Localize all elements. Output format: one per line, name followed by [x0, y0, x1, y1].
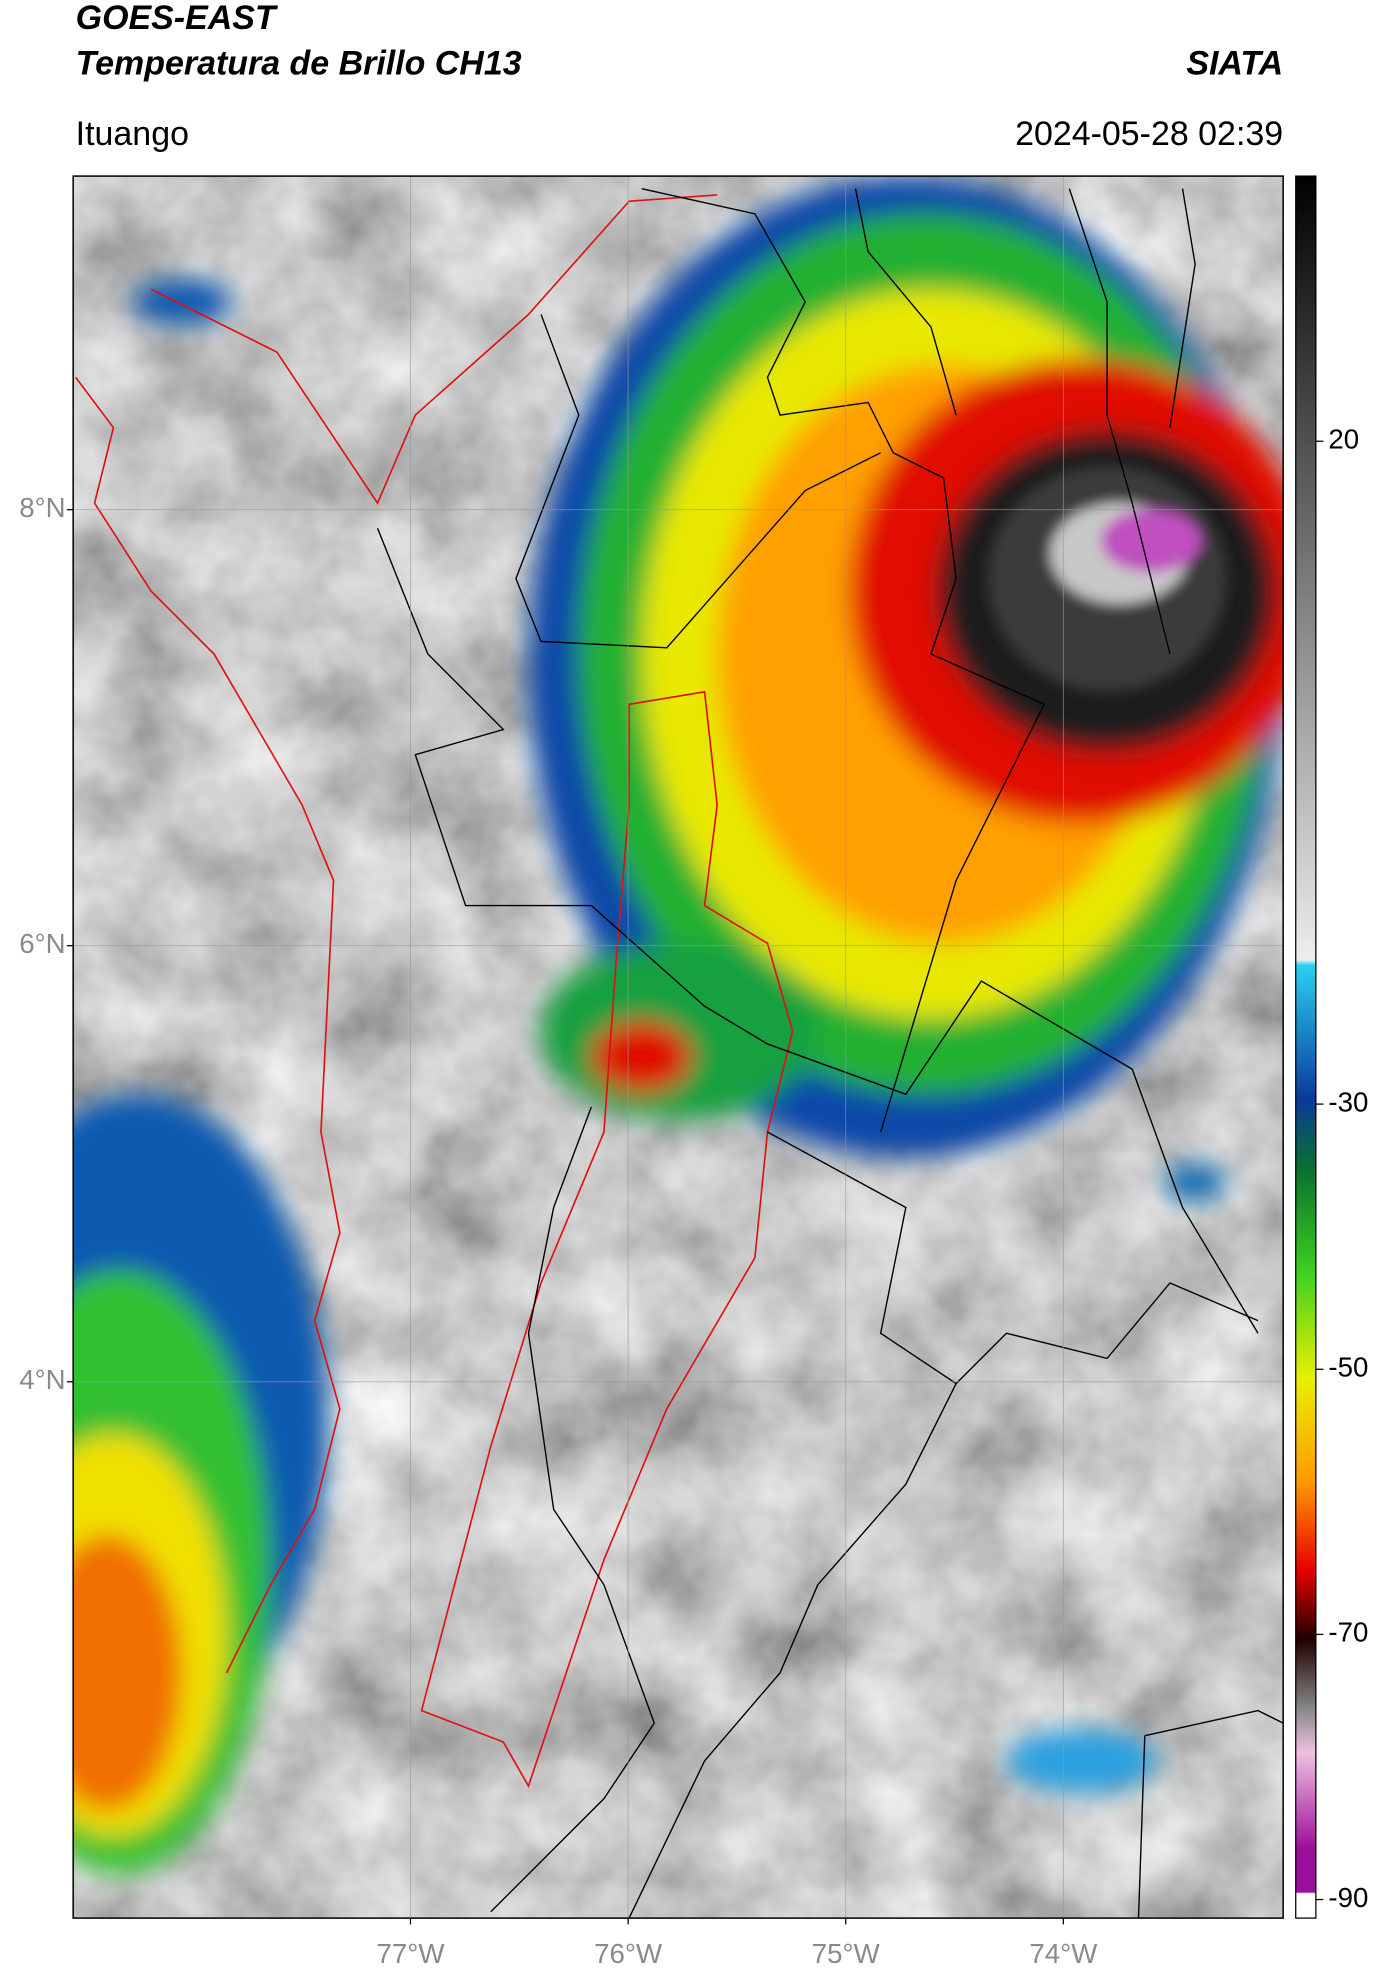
colorbar-label: -90: [1328, 1882, 1368, 1913]
source: SIATA: [1186, 44, 1283, 82]
y-tick-label: 4°N: [19, 1364, 65, 1395]
satellite-image: [73, 176, 1284, 1919]
plot-frame: [72, 175, 1284, 1919]
y-tick-label: 6°N: [19, 928, 65, 959]
x-tick-label: 75°W: [812, 1938, 881, 1969]
x-tick-label: 76°W: [594, 1938, 663, 1969]
subtitle: Temperatura de Brillo CH13: [76, 44, 522, 82]
colorbar-label: -70: [1328, 1617, 1368, 1648]
colorbar: [1295, 175, 1317, 1919]
colorbar-label: -30: [1328, 1086, 1368, 1117]
colorbar-label: -50: [1328, 1352, 1368, 1383]
datetime: 2024-05-28 02:39: [1015, 115, 1283, 153]
title: GOES-EAST: [76, 0, 279, 37]
y-tick-label: 8°N: [19, 492, 65, 523]
location: Ituango: [76, 115, 189, 153]
x-tick-label: 74°W: [1029, 1938, 1098, 1969]
x-tick-label: 77°W: [377, 1938, 446, 1969]
colorbar-label: 20: [1328, 424, 1359, 455]
